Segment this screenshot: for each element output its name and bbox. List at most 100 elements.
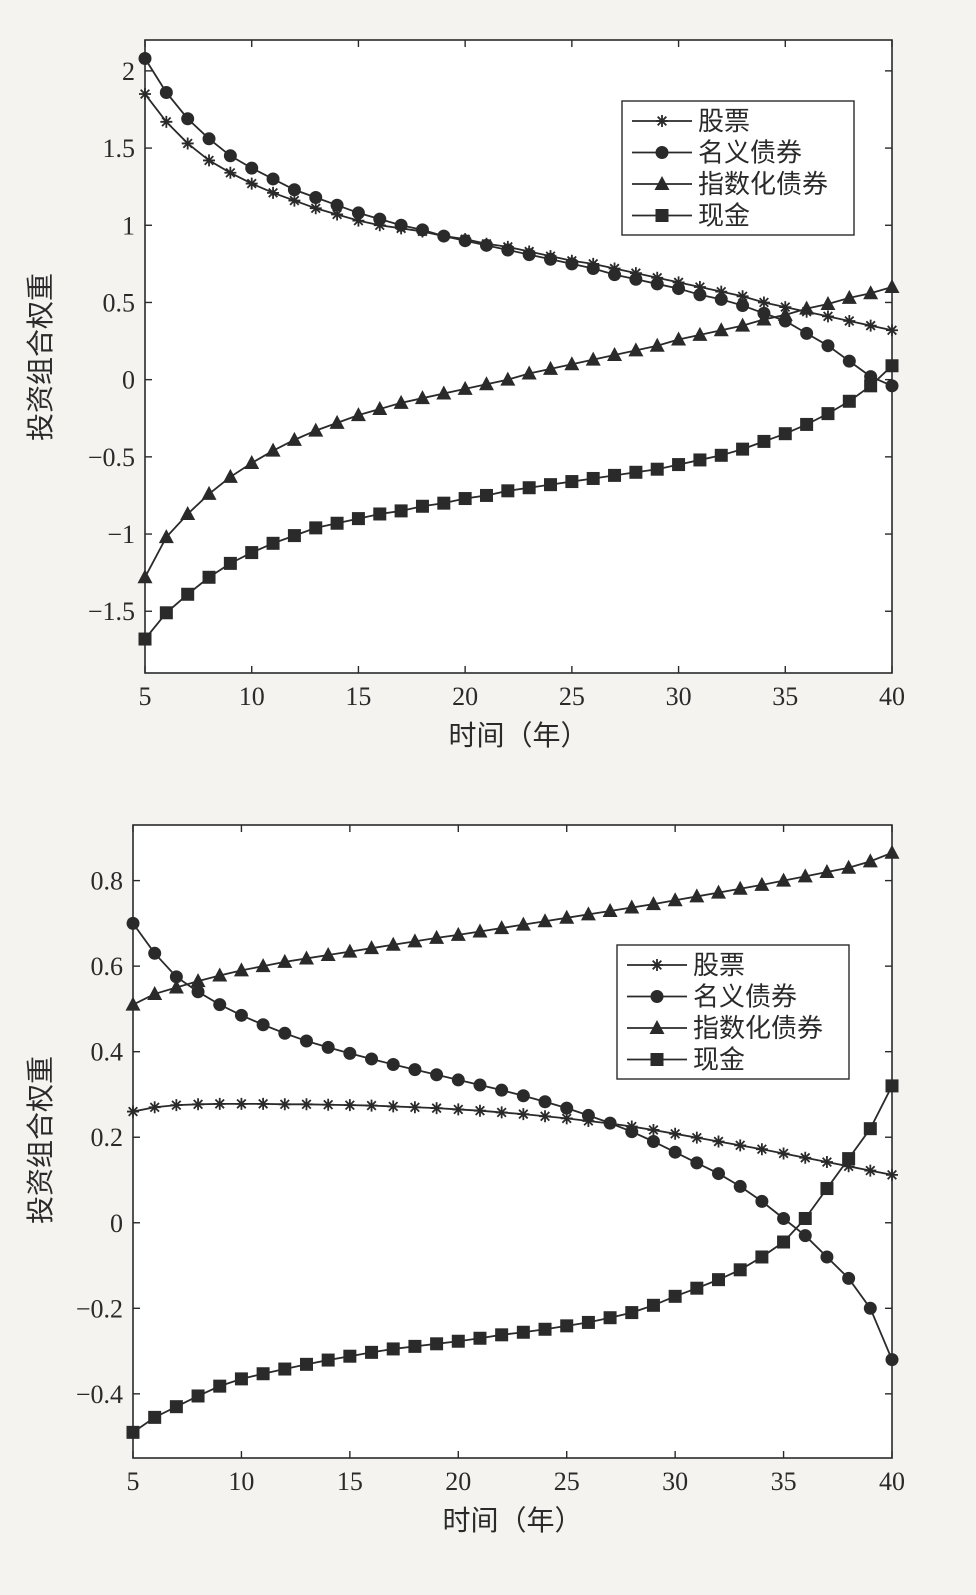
data-point [565,257,579,271]
data-point [386,1342,400,1356]
legend-marker [651,959,663,971]
chart-top: 5 10 15 20 25 30 35 40 −1.5 −1 −0.5 0 0.5 1 1.5 2 时间（年） 投… [25,39,905,752]
data-point [581,1108,595,1122]
data-point [351,206,365,220]
data-point [415,223,429,237]
data-point [799,300,815,315]
data-point [603,1311,617,1325]
data-point [473,1078,487,1092]
data-point [222,468,238,483]
data-point [223,556,237,570]
data-point [819,864,835,879]
data-point [473,1104,486,1117]
x-tick-label: 10 [239,682,265,711]
data-point [732,880,748,895]
x-tick-label: 25 [554,1467,580,1496]
legend-marker [656,115,668,127]
data-point [170,1099,183,1112]
data-point [414,390,430,405]
data-point [671,331,687,346]
data-point [538,1322,552,1336]
data-point [495,1106,508,1119]
data-point [458,234,472,248]
data-point [668,1289,682,1303]
x-tick-label: 10 [228,1467,254,1496]
data-point [625,1125,639,1139]
legend-label: 股票 [693,951,745,980]
data-point [629,465,643,479]
series-square [126,1079,899,1439]
data-point [757,434,771,448]
data-point [755,1250,769,1264]
data-point [798,1211,812,1225]
data-point [127,1105,139,1118]
data-point [798,1229,812,1243]
data-point [756,311,772,326]
data-point [365,1052,379,1066]
data-point [213,998,227,1012]
data-point [777,1147,790,1160]
data-point [863,1301,877,1315]
data-point [278,1026,292,1040]
data-point [407,933,423,948]
data-point [147,985,163,1000]
data-point [451,1073,465,1087]
data-point [797,868,813,883]
data-point [352,214,365,227]
data-point [646,1298,660,1312]
data-point [864,319,877,332]
data-point [245,161,259,175]
data-point [138,52,152,66]
data-point [820,1182,834,1196]
data-point [457,380,473,395]
data-point [733,1179,747,1193]
legend-label: 现金 [698,202,750,231]
data-point [169,970,183,984]
data-point [712,1135,725,1148]
legend-marker [654,176,670,190]
data-point [863,285,879,300]
data-point [516,1089,530,1103]
data-point [757,296,770,309]
data-point [373,507,387,521]
data-point [342,943,358,958]
data-point [843,314,856,327]
data-point [126,916,140,930]
data-point [521,365,537,380]
data-point [300,1098,313,1111]
data-point [266,536,280,550]
data-point [754,876,770,891]
data-point [841,289,857,304]
data-point [343,1349,357,1363]
data-point [256,1367,270,1381]
x-tick-label: 20 [452,682,478,711]
data-point [778,427,792,441]
data-point [287,183,301,197]
data-point [586,471,600,485]
y-tick-label: 1 [122,211,135,240]
x-axis-label: 时间（年） [442,1505,582,1537]
data-point [603,1116,617,1130]
data-point [842,394,856,408]
data-point [628,342,644,357]
data-point [501,243,515,257]
legend-label: 指数化债券 [698,170,828,199]
x-tick-label: 15 [337,1467,363,1496]
data-point [159,85,173,99]
y-tick-label: 0.6 [91,952,124,981]
data-point [298,950,314,965]
data-point [329,414,345,429]
data-point [234,1008,248,1022]
x-tick-label: 40 [879,682,905,711]
y-axis-label: 投资组合权重 [25,273,57,441]
data-point [394,218,408,232]
data-point [160,115,173,128]
data-point [309,202,322,215]
data-point [257,1097,270,1110]
y-axis-label: 投资组合权重 [25,1056,57,1224]
data-point [715,285,728,298]
data-point [884,279,900,294]
data-point [608,268,622,282]
data-point [689,888,705,903]
data-point [565,475,579,489]
